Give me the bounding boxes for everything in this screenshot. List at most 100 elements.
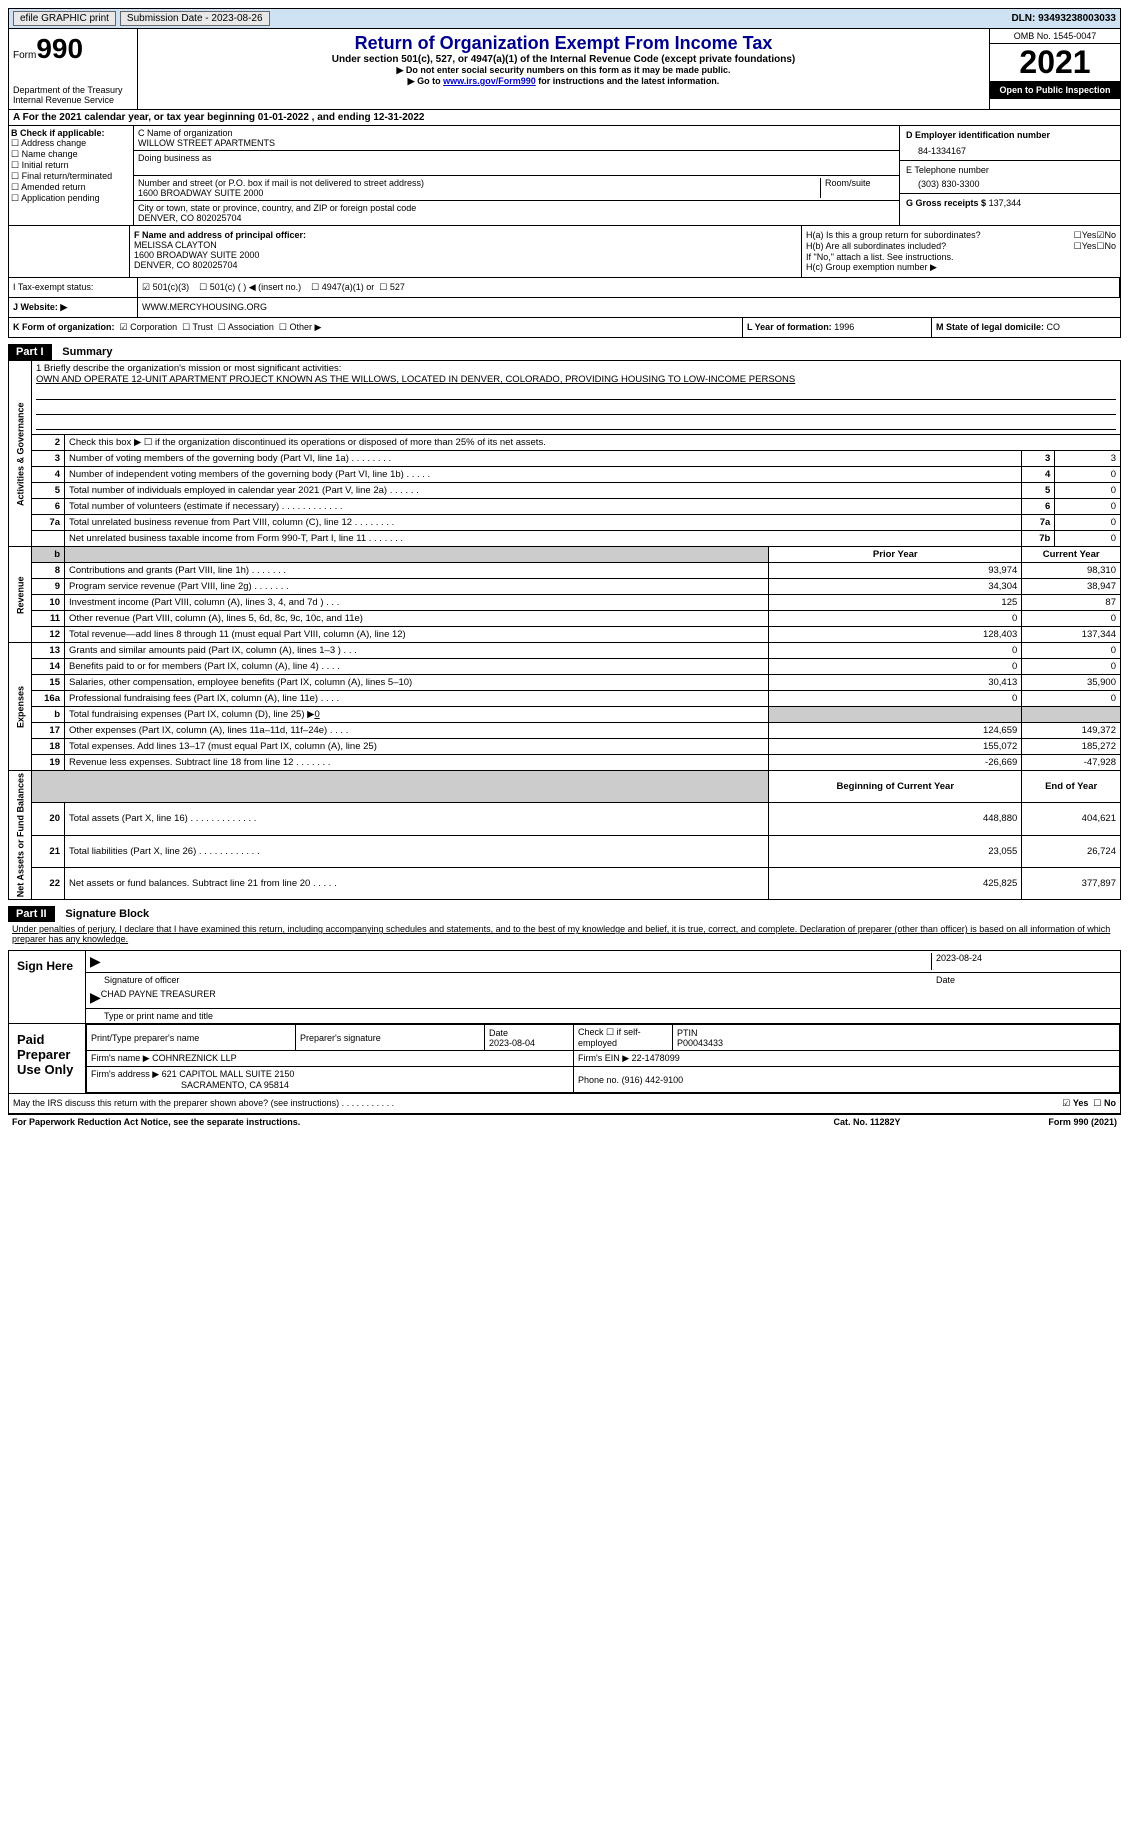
col-begin: Beginning of Current Year (769, 771, 1022, 803)
firm-name: COHNREZNICK LLP (152, 1053, 237, 1063)
part2-title: Signature Block (57, 908, 149, 920)
footer-left: For Paperwork Reduction Act Notice, see … (12, 1117, 767, 1127)
city-label: City or town, state or province, country… (138, 203, 895, 213)
val7b: 0 (1055, 531, 1121, 547)
line16a: Professional fundraising fees (Part IX, … (65, 691, 769, 707)
open-inspection: Open to Public Inspection (990, 81, 1120, 99)
hb-label: H(b) Are all subordinates included? (806, 241, 1074, 252)
v19c: -47,928 (1022, 755, 1121, 771)
header-left: Form990 Department of the Treasury Inter… (9, 29, 138, 109)
website-value: WWW.MERCYHOUSING.ORG (138, 298, 1120, 317)
mission-line (36, 402, 1116, 415)
summary-table: Activities & Governance 1 Briefly descri… (8, 360, 1121, 900)
box-h: H(a) Is this a group return for subordin… (802, 226, 1120, 277)
discuss-yes[interactable]: ☑ Yes (1062, 1098, 1088, 1109)
line16b: Total fundraising expenses (Part IX, col… (65, 707, 769, 723)
gross-value: 137,344 (989, 198, 1022, 208)
chk-4947[interactable]: ☐ 4947(a)(1) or (311, 282, 374, 292)
phone-value: (303) 830-3300 (906, 175, 1114, 189)
prep-date: 2023-08-04 (489, 1038, 535, 1048)
penalties-text: Under penalties of perjury, I declare th… (8, 922, 1121, 946)
ein-value: 84-1334167 (906, 140, 1114, 156)
sign-here-section: Sign Here ▶ 2023-08-24 Signature of offi… (8, 950, 1121, 1024)
firm-addr1: 621 CAPITOL MALL SUITE 2150 (162, 1069, 295, 1079)
line4: Number of independent voting members of … (65, 467, 1022, 483)
discuss-q: May the IRS discuss this return with the… (13, 1098, 1062, 1109)
section-net: Net Assets or Fund Balances (9, 771, 32, 900)
chk-pending[interactable]: ☐ Application pending (11, 193, 131, 204)
section-governance: Activities & Governance (9, 361, 32, 547)
ha-yes[interactable]: ☐Yes (1074, 230, 1097, 241)
v16ap: 0 (769, 691, 1022, 707)
box-f: F Name and address of principal officer:… (130, 226, 802, 277)
chk-final[interactable]: ☐ Final return/terminated (11, 171, 131, 182)
chk-501c[interactable]: ☐ 501(c) ( ) ◀ (insert no.) (199, 282, 301, 292)
chk-501c3[interactable]: ☑ 501(c)(3) (142, 282, 189, 292)
tax-year: 2021 (990, 44, 1120, 81)
discuss-no[interactable]: ☐ No (1093, 1098, 1116, 1109)
v13c: 0 (1022, 643, 1121, 659)
efile-button[interactable]: efile GRAPHIC print (13, 11, 116, 26)
row-fh: F Name and address of principal officer:… (8, 226, 1121, 278)
chk-trust[interactable]: ☐ Trust (182, 322, 213, 332)
v20p: 448,880 (769, 803, 1022, 835)
hb-yes[interactable]: ☐Yes (1074, 241, 1097, 252)
chk-name[interactable]: ☐ Name change (11, 149, 131, 160)
line20: Total assets (Part X, line 16) . . . . .… (65, 803, 769, 835)
ha-no[interactable]: ☑No (1096, 230, 1116, 241)
col-current: Current Year (1022, 547, 1121, 563)
box-b: B Check if applicable: ☐ Address change … (9, 126, 134, 225)
officer-addr2: DENVER, CO 802025704 (134, 260, 797, 270)
hb-no[interactable]: ☐No (1096, 241, 1116, 252)
prep-sig-label: Preparer's signature (296, 1025, 485, 1051)
v18c: 185,272 (1022, 739, 1121, 755)
box-l-label: L Year of formation: (747, 322, 832, 332)
officer-name: MELISSA CLAYTON (134, 240, 797, 250)
v13p: 0 (769, 643, 1022, 659)
v15p: 30,413 (769, 675, 1022, 691)
paid-preparer-section: Paid Preparer Use Only Print/Type prepar… (8, 1024, 1121, 1094)
row-ij: I Tax-exempt status: ☑ 501(c)(3) ☐ 501(c… (8, 278, 1121, 298)
hb-note: If "No," attach a list. See instructions… (806, 252, 1116, 262)
v9c: 38,947 (1022, 579, 1121, 595)
chk-assoc[interactable]: ☐ Association (218, 322, 274, 332)
arrow-icon: ▶ (90, 953, 101, 970)
firm-ein-label: Firm's EIN ▶ (578, 1053, 629, 1063)
mission-line (36, 417, 1116, 430)
box-m-label: M State of legal domicile: (936, 322, 1044, 332)
firm-addr-label: Firm's address ▶ (91, 1069, 159, 1079)
v14p: 0 (769, 659, 1022, 675)
mission-q: 1 Briefly describe the organization's mi… (36, 363, 1116, 374)
line22: Net assets or fund balances. Subtract li… (65, 867, 769, 899)
prep-date-label: Date (489, 1028, 508, 1038)
box-c: C Name of organization WILLOW STREET APA… (134, 126, 900, 225)
v20c: 404,621 (1022, 803, 1121, 835)
val4: 0 (1055, 467, 1121, 483)
discuss-row: May the IRS discuss this return with the… (8, 1094, 1121, 1114)
hc-label: H(c) Group exemption number ▶ (806, 262, 1116, 273)
prep-name-label: Print/Type preparer's name (87, 1025, 296, 1051)
room-label: Room/suite (821, 178, 895, 198)
chk-corp[interactable]: ☑ Corporation (120, 322, 178, 332)
chk-other[interactable]: ☐ Other ▶ (279, 322, 322, 332)
self-employed[interactable]: Check ☐ if self-employed (574, 1025, 673, 1051)
v21p: 23,055 (769, 835, 1022, 867)
v19p: -26,669 (769, 755, 1022, 771)
v17p: 124,659 (769, 723, 1022, 739)
line7b: Net unrelated business taxable income fr… (65, 531, 1022, 547)
chk-527[interactable]: ☐ 527 (379, 282, 405, 292)
period-begin: 01-01-2022 (258, 112, 309, 123)
v22p: 425,825 (769, 867, 1022, 899)
val6: 0 (1055, 499, 1121, 515)
v18p: 155,072 (769, 739, 1022, 755)
chk-amended[interactable]: ☐ Amended return (11, 182, 131, 193)
box-b-label: B Check if applicable: (11, 128, 131, 138)
v9p: 34,304 (769, 579, 1022, 595)
irs-link[interactable]: www.irs.gov/Form990 (443, 76, 536, 86)
org-name: WILLOW STREET APARTMENTS (138, 138, 895, 148)
chk-initial[interactable]: ☐ Initial return (11, 160, 131, 171)
firm-ein: 22-1478099 (632, 1053, 680, 1063)
val5: 0 (1055, 483, 1121, 499)
chk-address[interactable]: ☐ Address change (11, 138, 131, 149)
row-j: J Website: ▶ WWW.MERCYHOUSING.ORG (8, 298, 1121, 318)
